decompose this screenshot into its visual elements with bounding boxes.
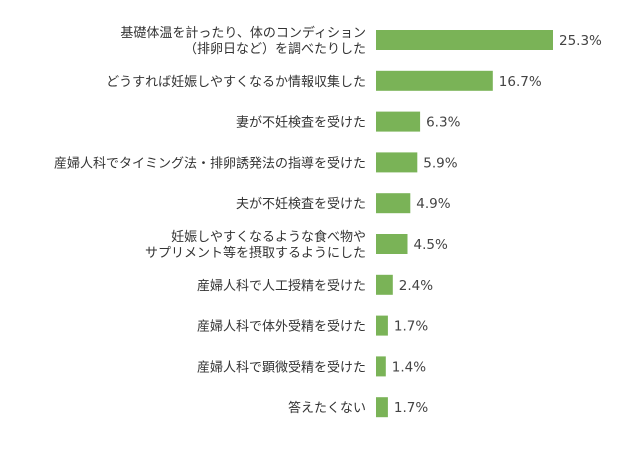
category-label-5-line-1: サプリメント等を摂取するようにした [145, 245, 366, 261]
value-label-8: 1.4% [392, 359, 426, 375]
bar-3 [376, 152, 418, 173]
category-label-4: 夫が不妊検査を受けた [236, 197, 366, 212]
bar-7 [376, 315, 388, 336]
bar-0 [376, 30, 553, 50]
category-label-3-line-0: 産婦人科でタイミング法・排卵誘発法の指導を受けた [54, 155, 366, 171]
value-label-2: 6.3% [426, 115, 460, 131]
value-label-3: 5.9% [423, 155, 457, 171]
value-label-9: 1.7% [394, 400, 428, 416]
category-label-6: 産婦人科で人工授精を受けた [197, 278, 366, 294]
category-label-2-line-0: 妻が不妊検査を受けた [236, 116, 366, 131]
category-label-1-line-0: どうすれば妊娠しやすくなるか情報収集した [106, 74, 366, 90]
bar-2 [376, 111, 421, 132]
category-label-9: 答えたくない [288, 400, 366, 416]
bar-9 [376, 397, 388, 418]
value-label-0: 25.3% [559, 33, 602, 49]
value-label-5: 4.5% [414, 237, 448, 253]
category-label-5-line-0: 妊娠しやすくなるような食べ物や [171, 229, 366, 245]
value-label-4: 4.9% [416, 196, 450, 212]
category-label-9-line-0: 答えたくない [288, 400, 366, 416]
value-label-1: 16.7% [499, 74, 542, 90]
category-label-5: 妊娠しやすくなるような食べ物やサプリメント等を摂取するようにした [145, 229, 366, 261]
value-label-7: 1.7% [394, 319, 428, 335]
category-label-8: 産婦人科で顕微受精を受けた [197, 359, 366, 375]
category-label-1: どうすれば妊娠しやすくなるか情報収集した [106, 74, 366, 90]
bar-8 [376, 356, 386, 377]
category-label-8-line-0: 産婦人科で顕微受精を受けた [197, 359, 366, 375]
category-label-7: 産婦人科で体外受精を受けた [197, 319, 366, 335]
category-label-3: 産婦人科でタイミング法・排卵誘発法の指導を受けた [54, 155, 366, 171]
category-label-6-line-0: 産婦人科で人工授精を受けた [197, 278, 366, 294]
value-label-6: 2.4% [399, 278, 433, 294]
bar-4 [376, 193, 411, 214]
category-label-4-line-0: 夫が不妊検査を受けた [236, 197, 366, 212]
category-label-2: 妻が不妊検査を受けた [236, 116, 366, 131]
bar-1 [376, 70, 493, 91]
category-label-0: 基礎体温を計ったり、体のコンディション（排卵日など）を調べたりした [120, 25, 366, 57]
category-label-0-line-1: （排卵日など）を調べたりした [184, 42, 366, 57]
bar-6 [376, 274, 393, 295]
category-label-0-line-0: 基礎体温を計ったり、体のコンディション [120, 25, 366, 41]
bar-5 [376, 234, 408, 254]
category-label-7-line-0: 産婦人科で体外受精を受けた [197, 319, 366, 335]
